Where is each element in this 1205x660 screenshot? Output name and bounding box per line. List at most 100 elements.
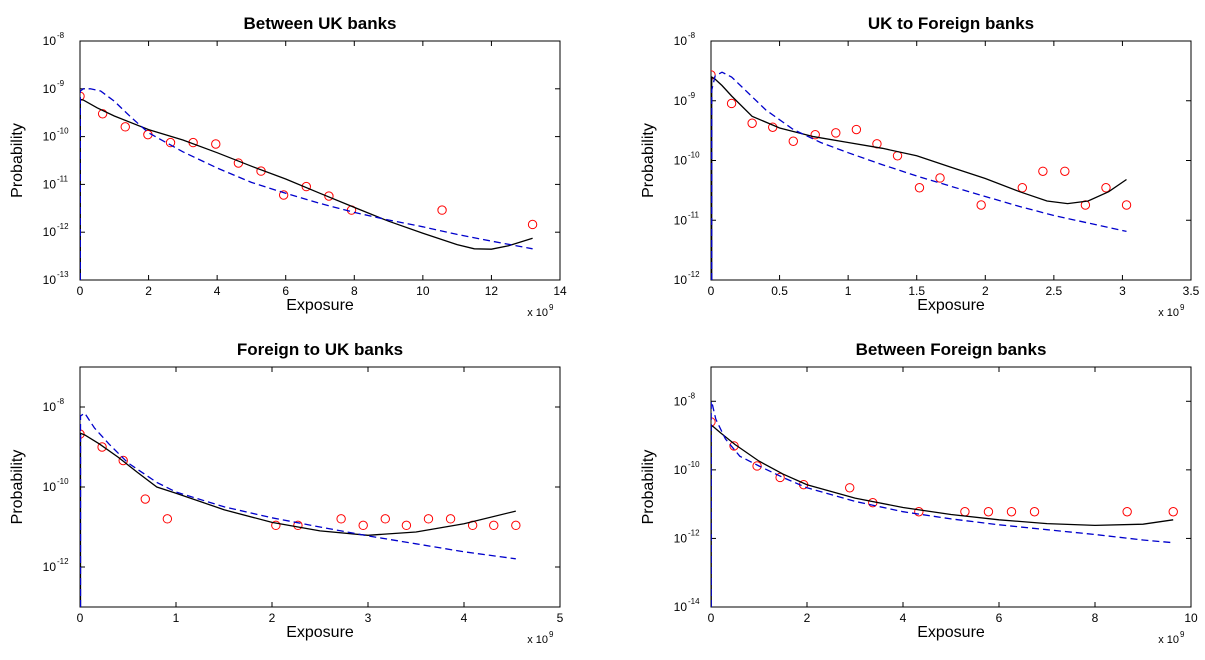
y-tick-label-exp: -9 xyxy=(57,79,65,88)
dashed-fit-line xyxy=(711,401,1174,607)
data-point xyxy=(1006,507,1017,517)
data-point xyxy=(293,520,303,531)
x-tick-label: 6 xyxy=(282,284,289,298)
solid-fit-line xyxy=(80,98,533,280)
data-point xyxy=(97,109,108,119)
data-point xyxy=(711,417,716,427)
data-point xyxy=(788,136,798,146)
data-point xyxy=(437,205,447,215)
y-axis-label: Probability xyxy=(9,123,26,198)
x-tick-label: 3.5 xyxy=(1183,284,1200,298)
data-point xyxy=(845,483,855,493)
x-tick-label: 3 xyxy=(1119,284,1126,298)
solid-fit-line xyxy=(711,424,1174,607)
x-tick-label: 2 xyxy=(145,284,152,298)
data-point xyxy=(1121,200,1132,210)
data-point xyxy=(336,514,346,524)
y-tick-label: 10 xyxy=(43,130,57,144)
data-point xyxy=(97,442,107,452)
data-point xyxy=(960,507,970,517)
data-point xyxy=(1029,507,1040,517)
data-point xyxy=(401,520,412,531)
x-tick-label: 0.5 xyxy=(771,284,788,298)
x-tick-label: 2 xyxy=(269,611,276,625)
dashed-fit-line xyxy=(80,412,516,607)
x-tick-label: 1.5 xyxy=(908,284,925,298)
y-tick-label-exp: -12 xyxy=(688,270,700,279)
y-tick-label-exp: -12 xyxy=(57,557,69,566)
x-tick-label: 0 xyxy=(708,611,715,625)
y-tick-label-exp: -11 xyxy=(688,210,700,219)
x-tick-label: 4 xyxy=(214,284,221,298)
y-tick-label: 10 xyxy=(674,34,688,48)
y-tick-label: 10 xyxy=(674,213,688,227)
x-tick-label: 1 xyxy=(845,284,852,298)
data-point xyxy=(118,455,128,466)
x-axis-label: Exposure xyxy=(286,297,354,314)
y-tick-label: 10 xyxy=(674,531,688,545)
data-point xyxy=(729,441,739,451)
x-tick-label: 6 xyxy=(996,611,1003,625)
x-tick-label: 8 xyxy=(1092,611,1099,625)
x-tick-label: 2.5 xyxy=(1046,284,1063,298)
chart-title: Between UK banks xyxy=(243,14,396,33)
y-tick-label-exp: -10 xyxy=(57,477,69,486)
data-point xyxy=(851,124,862,135)
y-axis-label: Probability xyxy=(640,450,657,525)
data-point xyxy=(726,98,737,109)
data-point xyxy=(489,520,499,531)
axes-box xyxy=(710,366,1192,608)
data-point xyxy=(1168,507,1178,517)
y-tick-label-exp: -11 xyxy=(57,174,69,183)
y-tick-label: 10 xyxy=(43,177,57,191)
x-tick-label: 1 xyxy=(173,611,180,625)
chart-title: Foreign to UK banks xyxy=(237,340,403,359)
data-point xyxy=(511,520,521,531)
y-tick-label: 10 xyxy=(674,600,688,614)
y-tick-label: 10 xyxy=(674,273,688,287)
y-tick-label-exp: -12 xyxy=(57,222,69,231)
data-point xyxy=(162,514,173,524)
plot-area xyxy=(80,88,538,280)
data-point xyxy=(271,520,281,531)
y-tick-label-exp: -10 xyxy=(57,127,69,136)
data-point xyxy=(1122,507,1132,517)
y-tick-label: 10 xyxy=(674,154,688,168)
y-tick-label-exp: -12 xyxy=(688,528,700,537)
data-point xyxy=(380,514,390,524)
y-tick-label-exp: -8 xyxy=(57,31,65,40)
data-point xyxy=(983,507,994,517)
y-tick-label: 10 xyxy=(43,400,57,414)
data-point xyxy=(935,173,945,183)
x-axis-label: Exposure xyxy=(917,297,985,314)
data-point xyxy=(747,118,757,128)
data-point xyxy=(914,183,925,193)
x-tick-label: 14 xyxy=(553,284,567,298)
y-tick-label: 10 xyxy=(43,82,57,96)
x-tick-label: 2 xyxy=(982,284,989,298)
x-tick-label: 4 xyxy=(900,611,907,625)
axes-box xyxy=(79,366,561,608)
y-tick-label-exp: -8 xyxy=(688,391,696,400)
axes-box xyxy=(79,40,561,281)
x-tick-label: 5 xyxy=(557,611,564,625)
y-tick-label-exp: -9 xyxy=(688,91,696,100)
x-tick-label: 10 xyxy=(1184,611,1198,625)
y-tick-label-exp: -8 xyxy=(57,397,65,406)
axes-box xyxy=(710,40,1192,281)
x-multiplier: x 10 xyxy=(1158,634,1179,646)
x-multiplier: x 10 xyxy=(527,307,548,319)
x-multiplier-exp: 9 xyxy=(549,303,554,312)
data-point xyxy=(914,507,924,517)
data-point xyxy=(301,181,311,192)
x-tick-label: 2 xyxy=(804,611,811,625)
x-multiplier: x 10 xyxy=(1158,307,1179,319)
data-point xyxy=(872,139,882,149)
data-point xyxy=(278,190,289,200)
x-axis-label: Exposure xyxy=(286,624,354,641)
plot-area xyxy=(80,412,521,607)
